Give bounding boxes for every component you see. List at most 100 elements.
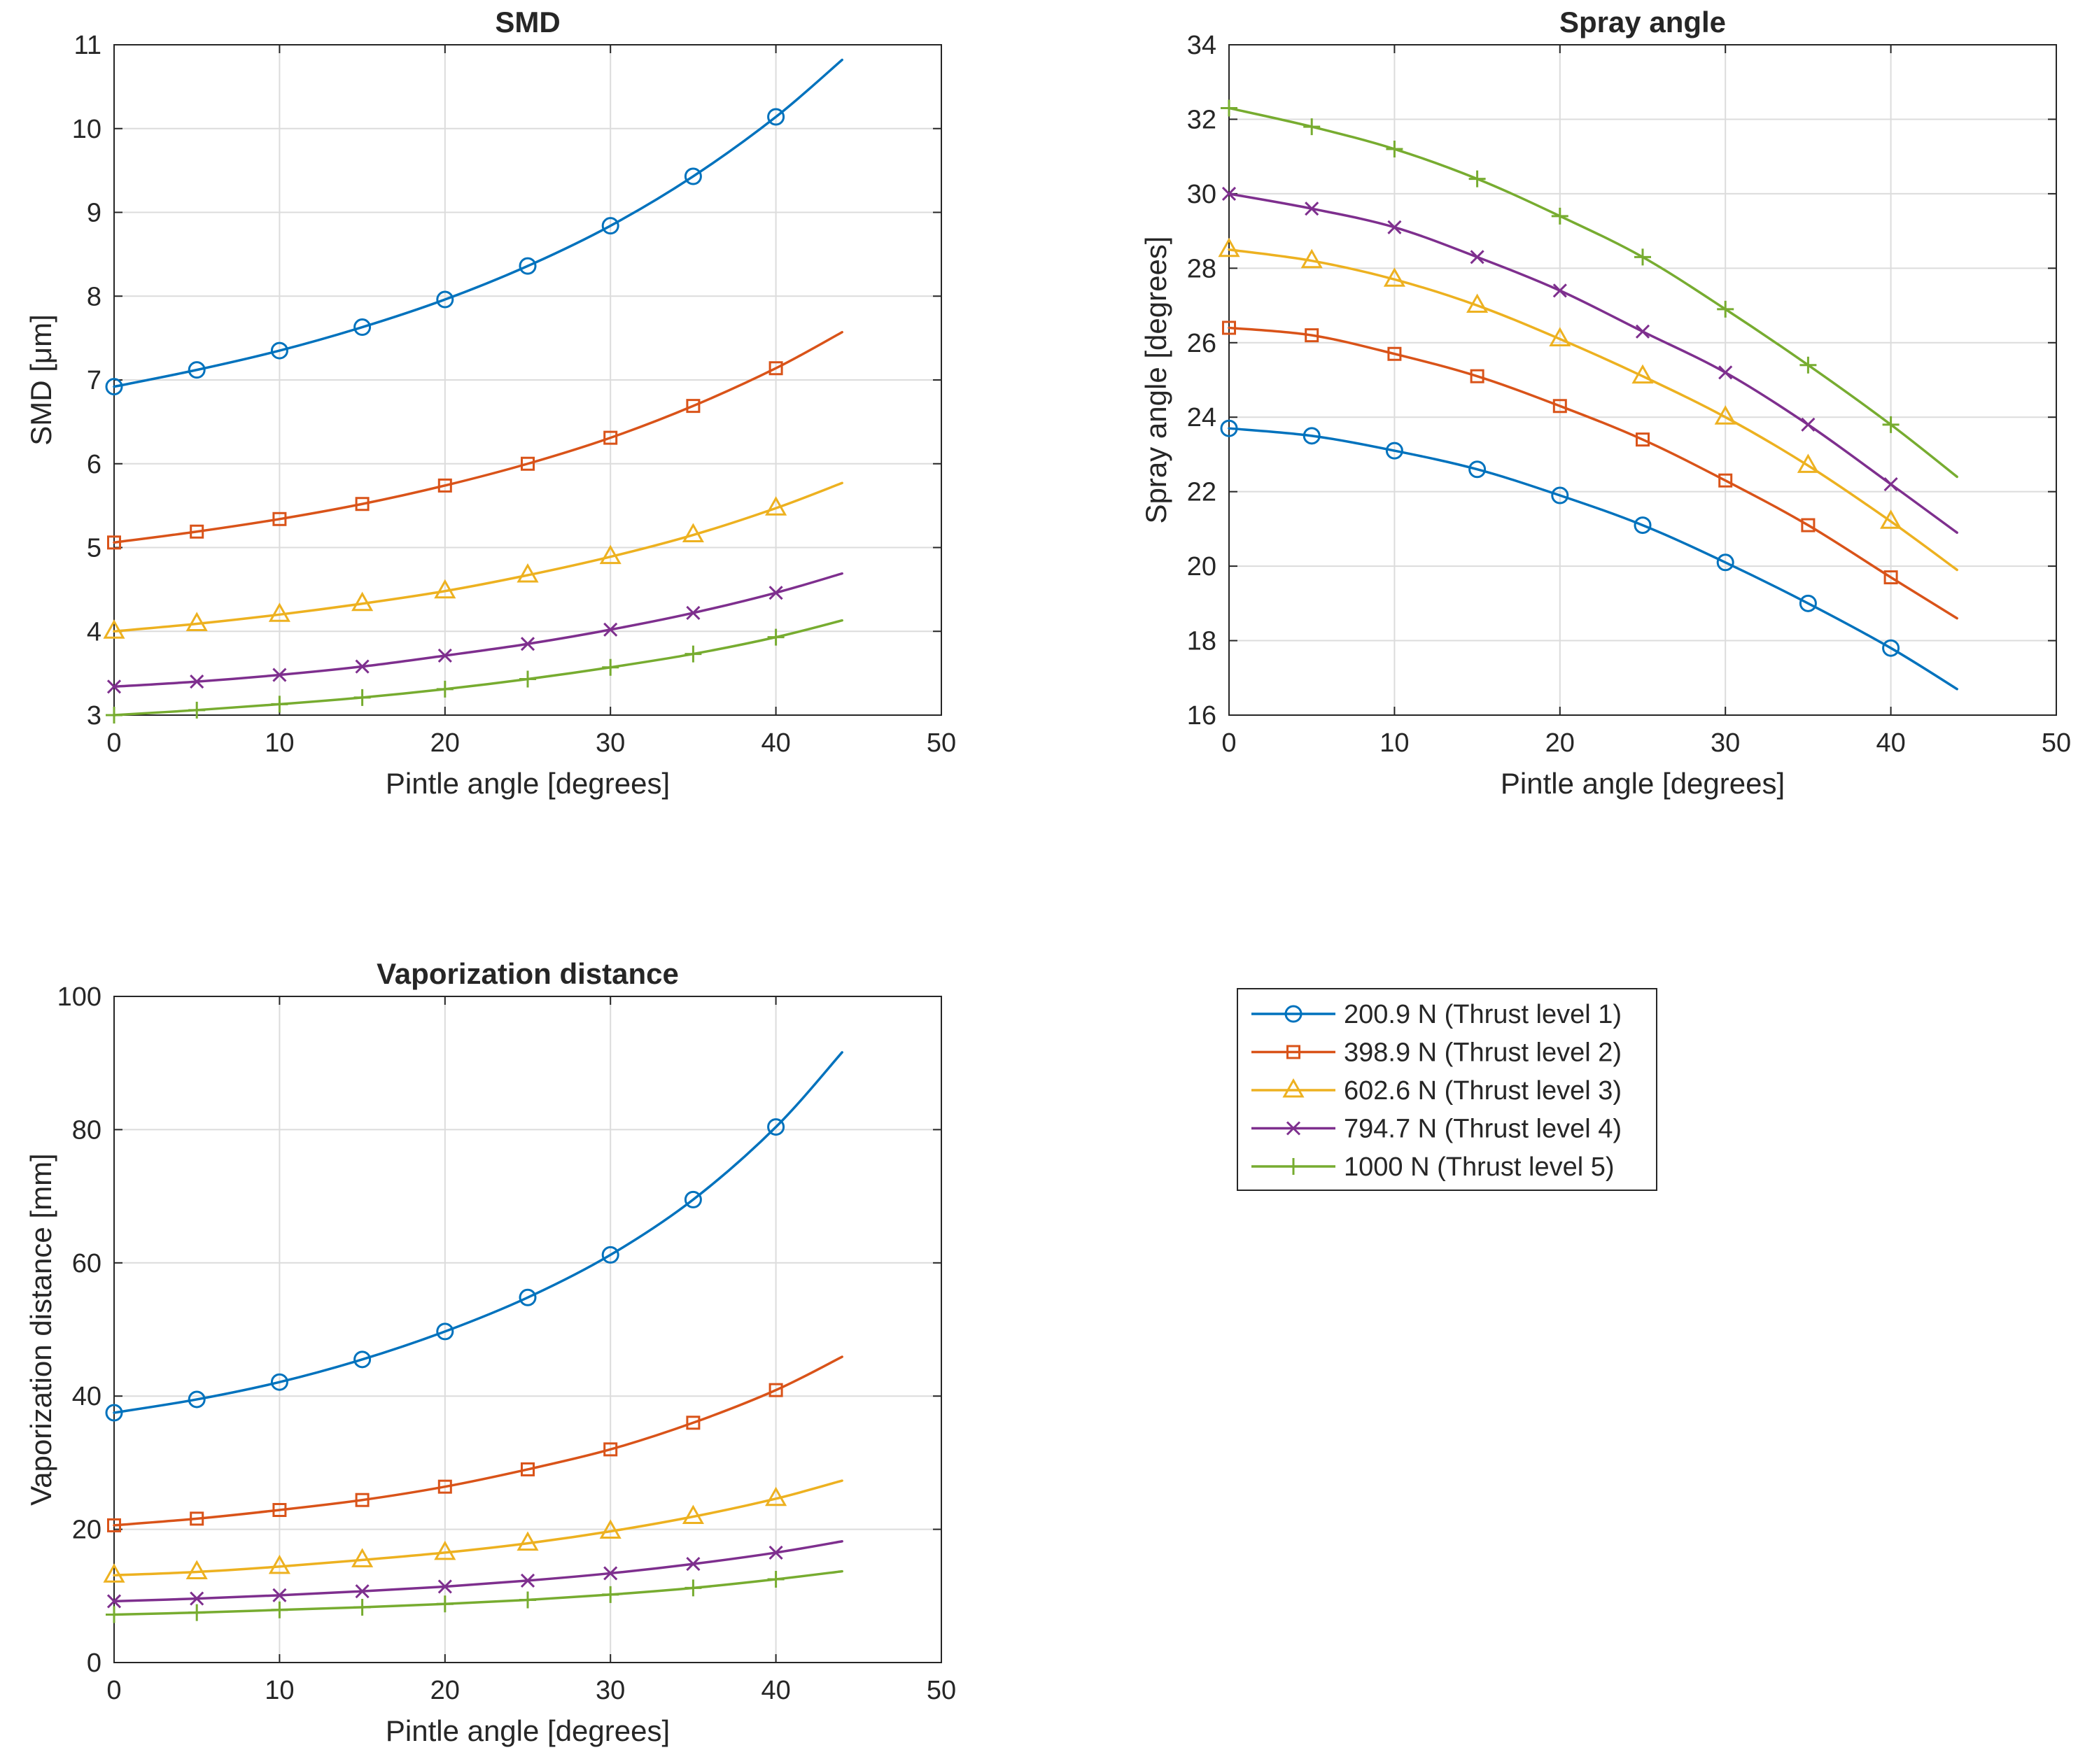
spray-series-2-point bbox=[1552, 399, 1567, 414]
spray-series-3-point bbox=[1383, 267, 1405, 287]
vapor-series-4-point bbox=[190, 1591, 204, 1606]
smd-y-tick-label: 7 bbox=[87, 366, 101, 395]
vapor-series-4-point bbox=[355, 1584, 370, 1599]
spray-chart: 0 10 20 30 40 50 16 18 20 22 24 26 28 30 32 34 Spray ang… bbox=[1139, 6, 2071, 800]
spray-series-1-point bbox=[1385, 442, 1403, 460]
spray-series-4-point bbox=[1305, 202, 1319, 216]
spray-series-3-point bbox=[1549, 327, 1571, 346]
legend-label: 200.9 N (Thrust level 1) bbox=[1344, 1000, 1622, 1029]
vapor-series-1-point bbox=[105, 1404, 123, 1422]
vapor-x-tick-label: 50 bbox=[927, 1676, 956, 1705]
vapor-series-5-point bbox=[602, 1586, 619, 1603]
vapor-series-1-point bbox=[353, 1350, 372, 1369]
vapor-series-4-point bbox=[686, 1557, 701, 1572]
smd-series-2 bbox=[107, 330, 843, 550]
smd-series-3-point bbox=[434, 579, 456, 599]
spray-series-2-point bbox=[1222, 320, 1236, 335]
legend-entry-5: 1000 N (Thrust level 5) bbox=[1251, 1152, 1615, 1182]
vapor-series-5-point bbox=[685, 1579, 702, 1597]
vapor-series-4-point bbox=[520, 1573, 535, 1588]
vapor-series-3-point bbox=[268, 1554, 290, 1574]
spray-series-3-point bbox=[1880, 509, 1902, 529]
vapor-series-1 bbox=[105, 1051, 843, 1422]
vapor-series-1-point bbox=[684, 1190, 702, 1208]
smd-series-2-point bbox=[521, 456, 535, 471]
spray-series-5-point bbox=[1303, 118, 1321, 136]
smd-series-5-point bbox=[188, 701, 206, 719]
vapor-series-1-point bbox=[436, 1322, 454, 1341]
smd-series-3-point bbox=[268, 602, 290, 622]
spray-series-1-point bbox=[1551, 486, 1569, 504]
vapor-series-5-line bbox=[113, 1569, 843, 1616]
spray-series-2-point bbox=[1718, 473, 1733, 488]
smd-series-5-point bbox=[767, 628, 785, 646]
smd-x-tick-label: 40 bbox=[761, 728, 790, 758]
spray-series-5-point bbox=[1882, 416, 1900, 433]
vapor-y-tick-label: 100 bbox=[57, 982, 101, 1012]
vapor-chart: 0 10 20 30 40 50 0 20 40 60 80 100 Vaporization dist… bbox=[24, 957, 956, 1747]
vapor-series-4-line bbox=[113, 1539, 843, 1603]
spray-series-1-point bbox=[1220, 419, 1238, 437]
smd-series-1-point bbox=[270, 341, 288, 360]
spray-series-2-point bbox=[1387, 346, 1402, 361]
smd-x-axis-label: Pintle angle [degrees] bbox=[386, 767, 670, 800]
vapor-series-3-point bbox=[517, 1531, 539, 1551]
spray-x-tick-label: 40 bbox=[1876, 728, 1905, 758]
spray-series-2-point bbox=[1883, 570, 1898, 585]
vapor-series-2-point bbox=[107, 1518, 121, 1532]
smd-series-4-line bbox=[113, 572, 843, 689]
vapor-series-3 bbox=[103, 1479, 843, 1583]
spray-x-axis-label: Pintle angle [degrees] bbox=[1501, 767, 1785, 800]
smd-series-1-point bbox=[519, 257, 537, 275]
smd-series-3-point bbox=[517, 563, 539, 583]
vapor-series-1-point bbox=[188, 1390, 206, 1409]
legend-label: 398.9 N (Thrust level 2) bbox=[1344, 1038, 1622, 1068]
vapor-series-1-point bbox=[601, 1246, 619, 1264]
spray-y-tick-label: 24 bbox=[1187, 403, 1216, 432]
spray-y-tick-label: 22 bbox=[1187, 478, 1216, 507]
spray-title: Spray angle bbox=[1559, 6, 1726, 38]
spray-series-5-line bbox=[1228, 106, 1958, 479]
smd-series-4-point bbox=[603, 622, 618, 637]
vapor-series-1-point bbox=[767, 1118, 785, 1136]
vapor-series-5-point bbox=[519, 1591, 536, 1609]
vapor-series-2-point bbox=[190, 1511, 204, 1526]
spray-series-3 bbox=[1218, 237, 1958, 572]
smd-series-5-point bbox=[106, 707, 122, 724]
vapor-series-2 bbox=[107, 1355, 843, 1532]
vapor-series-2-point bbox=[355, 1493, 370, 1507]
smd-y-tick-label: 4 bbox=[87, 617, 101, 647]
vapor-x-tick-label: 20 bbox=[430, 1676, 460, 1705]
spray-series-5-point bbox=[1221, 99, 1237, 117]
smd-y-tick-label: 8 bbox=[87, 282, 101, 311]
legend-entry-2: 398.9 N (Thrust level 2) bbox=[1251, 1038, 1622, 1068]
vapor-series-3-point bbox=[103, 1563, 125, 1583]
spray-x-tick-label: 30 bbox=[1711, 728, 1740, 758]
vapor-series-4-point bbox=[603, 1566, 618, 1581]
vapor-y-tick-label: 80 bbox=[72, 1115, 101, 1145]
legend-entry-4: 794.7 N (Thrust level 4) bbox=[1251, 1115, 1622, 1144]
smd-series-4-point bbox=[437, 648, 452, 663]
vapor-series-4-point bbox=[437, 1579, 452, 1594]
spray-series-4-point bbox=[1221, 186, 1237, 201]
vapor-series-2-point bbox=[521, 1462, 535, 1476]
smd-series-2-point bbox=[190, 524, 204, 539]
vapor-series-3-point bbox=[351, 1548, 374, 1567]
smd-x-tick-label: 30 bbox=[596, 728, 625, 758]
spray-series-2-point bbox=[1636, 432, 1650, 447]
legend-label: 1000 N (Thrust level 5) bbox=[1344, 1152, 1615, 1182]
vapor-series-3-point bbox=[682, 1504, 704, 1525]
spray-series-2-point bbox=[1305, 328, 1319, 343]
smd-title: SMD bbox=[495, 6, 560, 38]
vapor-series-2-point bbox=[686, 1416, 701, 1430]
spray-series-5-point bbox=[1634, 248, 1651, 266]
vapor-series-5-point bbox=[188, 1604, 206, 1621]
vapor-series-2-point bbox=[437, 1479, 452, 1494]
vapor-x-tick-label: 40 bbox=[761, 1676, 790, 1705]
vapor-series-5-point bbox=[106, 1606, 122, 1623]
smd-series-2-point bbox=[768, 361, 783, 376]
vapor-series-2-point bbox=[603, 1442, 618, 1457]
smd-series-4-point bbox=[106, 679, 122, 694]
vapor-series-5-point bbox=[271, 1601, 288, 1618]
smd-series-4-point bbox=[190, 675, 204, 689]
